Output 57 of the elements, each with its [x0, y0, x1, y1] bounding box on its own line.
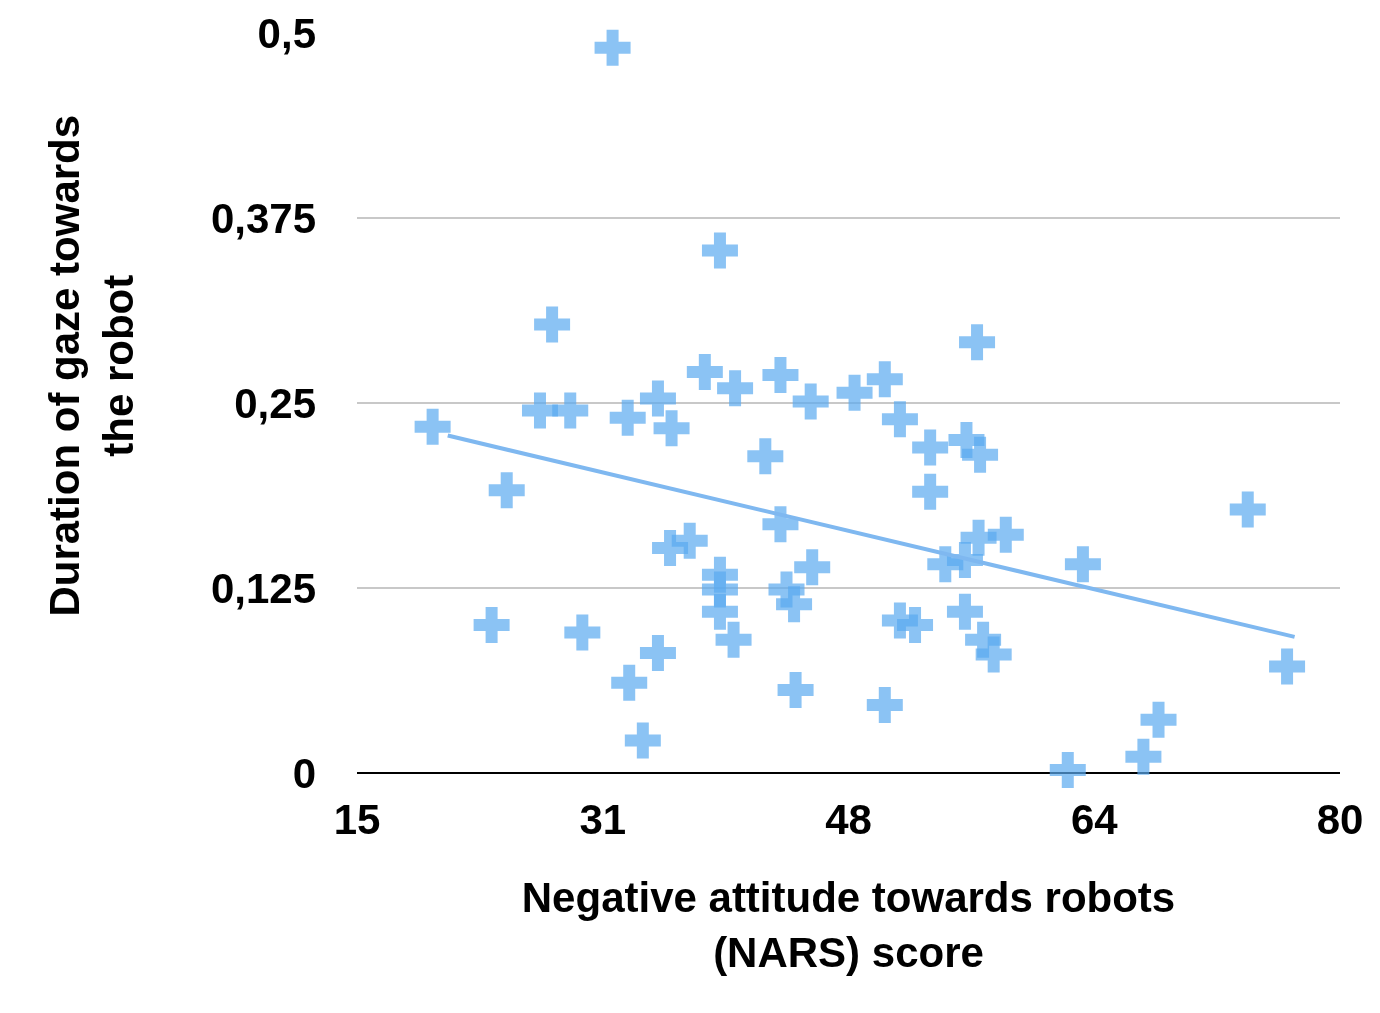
point: [1269, 648, 1306, 685]
point: [776, 586, 813, 623]
point: [564, 614, 601, 651]
point: [653, 410, 690, 447]
point: [762, 356, 799, 393]
point: [701, 232, 738, 269]
point: [866, 686, 903, 723]
point: [1229, 491, 1266, 528]
point: [959, 324, 996, 361]
point: [473, 607, 510, 643]
x-tick-label: 31: [579, 796, 627, 843]
point: [611, 664, 648, 701]
point: [1049, 752, 1086, 789]
point: [552, 392, 589, 429]
point: [652, 530, 689, 567]
point: [534, 306, 571, 343]
point: [717, 370, 754, 407]
y-tick-label: 0,25: [234, 379, 316, 427]
point: [792, 383, 829, 420]
point: [912, 473, 949, 510]
point: [715, 621, 752, 658]
point: [639, 635, 676, 672]
point: [609, 399, 646, 436]
point: [488, 472, 525, 509]
y-axis-title: Duration of gaze towards the robot: [40, 114, 143, 617]
point: [987, 516, 1024, 553]
y-tick-label: 0,125: [210, 564, 316, 612]
x-tick-label: 15: [333, 796, 381, 843]
point: [624, 722, 661, 759]
point: [639, 380, 676, 417]
y-tick-label: 0,5: [257, 9, 316, 57]
x-tick-label: 80: [1316, 796, 1364, 843]
y-tick-label: 0,375: [210, 194, 316, 242]
x-tick-label: 64: [1070, 796, 1119, 843]
point: [747, 438, 784, 475]
point: [836, 374, 873, 411]
point: [962, 436, 999, 473]
point: [881, 401, 918, 438]
point: [414, 408, 451, 445]
point: [686, 353, 723, 390]
point: [762, 506, 799, 543]
point: [946, 593, 983, 630]
point: [701, 593, 738, 630]
point: [1125, 738, 1162, 775]
x-axis-title: Negative attitude towards robots (NARS) score: [521, 873, 1176, 976]
point: [1140, 701, 1177, 738]
point: [1064, 546, 1101, 583]
point: [975, 636, 1012, 673]
point: [777, 672, 814, 709]
point: [794, 549, 831, 586]
point: [594, 29, 631, 66]
y-tick-label: 0: [292, 749, 316, 797]
point: [897, 607, 934, 643]
point: [912, 429, 949, 466]
point: [927, 546, 964, 583]
point: [866, 361, 903, 398]
x-tick-label: 48: [825, 796, 872, 843]
